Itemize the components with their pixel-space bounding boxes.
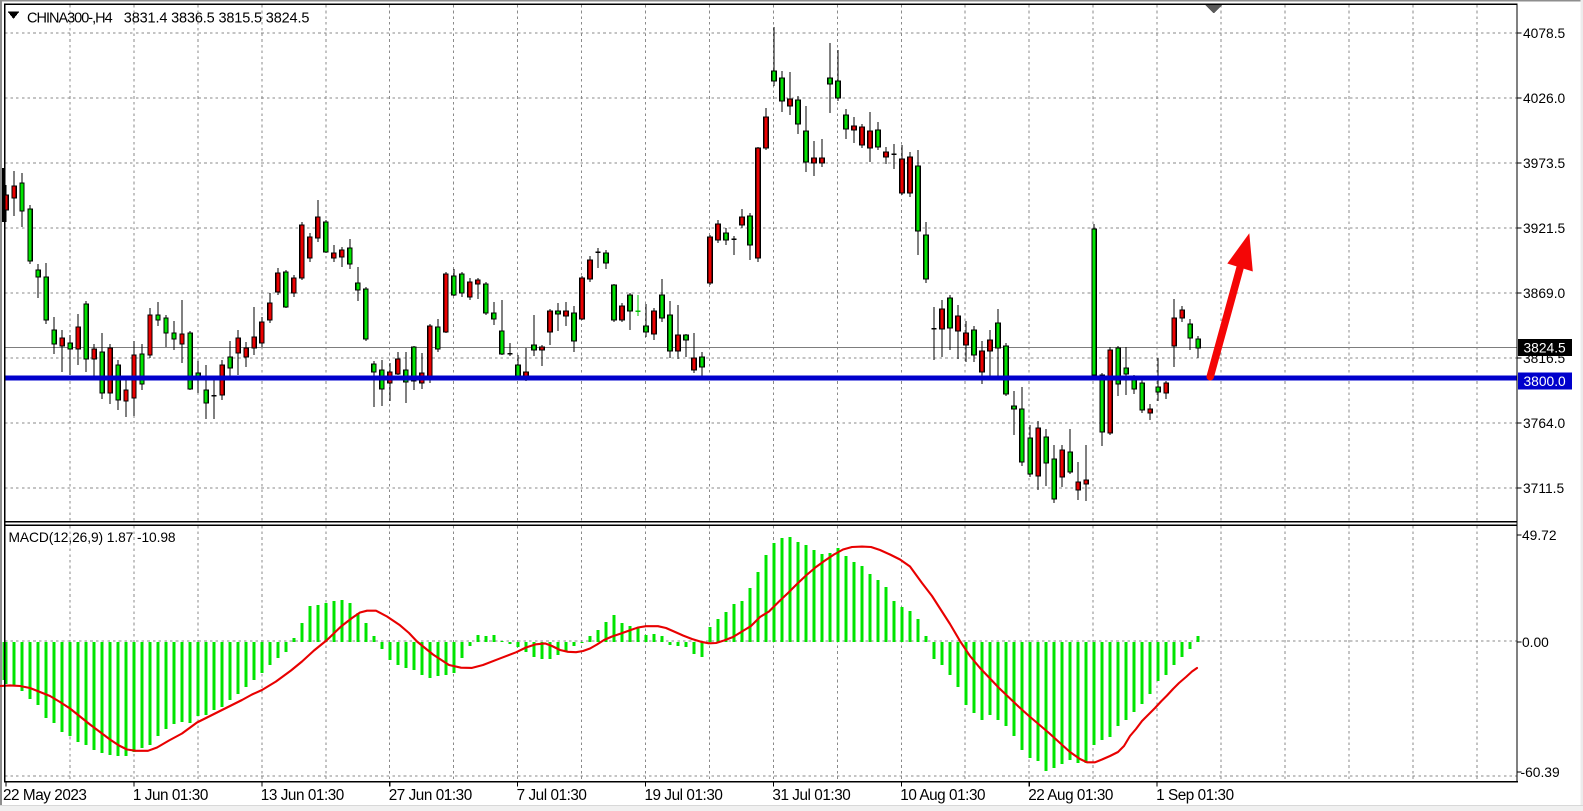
svg-text:0.00: 0.00 [1522, 635, 1549, 650]
svg-text:1 Jun 01:30: 1 Jun 01:30 [133, 787, 208, 804]
svg-text:3764.0: 3764.0 [1523, 416, 1566, 431]
svg-text:3831.4 3836.5 3815.5 3824.5: 3831.4 3836.5 3815.5 3824.5 [124, 10, 310, 26]
svg-text:7 Jul 01:30: 7 Jul 01:30 [517, 787, 587, 804]
svg-text:1 Sep 01:30: 1 Sep 01:30 [1156, 787, 1234, 804]
svg-text:3973.5: 3973.5 [1523, 156, 1566, 171]
svg-text:-60.39: -60.39 [1521, 765, 1560, 780]
svg-text:3711.5: 3711.5 [1523, 481, 1565, 496]
svg-text:4026.0: 4026.0 [1523, 91, 1566, 106]
svg-text:19 Jul 01:30: 19 Jul 01:30 [645, 787, 723, 804]
svg-text:13 Jun 01:30: 13 Jun 01:30 [261, 787, 344, 804]
svg-text:3824.5: 3824.5 [1524, 340, 1567, 355]
svg-text:MACD(12,26,9) 1.87 -10.98: MACD(12,26,9) 1.87 -10.98 [9, 530, 176, 545]
svg-text:49.72: 49.72 [1522, 528, 1557, 543]
svg-text:31 Jul 01:30: 31 Jul 01:30 [772, 787, 850, 804]
svg-text:4078.5: 4078.5 [1523, 26, 1566, 41]
svg-text:27 Jun 01:30: 27 Jun 01:30 [389, 787, 472, 804]
svg-text:22 May 2023: 22 May 2023 [3, 787, 87, 804]
svg-text:3869.0: 3869.0 [1523, 286, 1566, 301]
svg-text:22 Aug 01:30: 22 Aug 01:30 [1028, 787, 1113, 804]
svg-text:3921.5: 3921.5 [1523, 221, 1566, 236]
svg-text:3800.0: 3800.0 [1524, 374, 1567, 389]
svg-text:CHINA300-,H4: CHINA300-,H4 [27, 10, 113, 26]
svg-text:10 Aug 01:30: 10 Aug 01:30 [900, 787, 985, 804]
